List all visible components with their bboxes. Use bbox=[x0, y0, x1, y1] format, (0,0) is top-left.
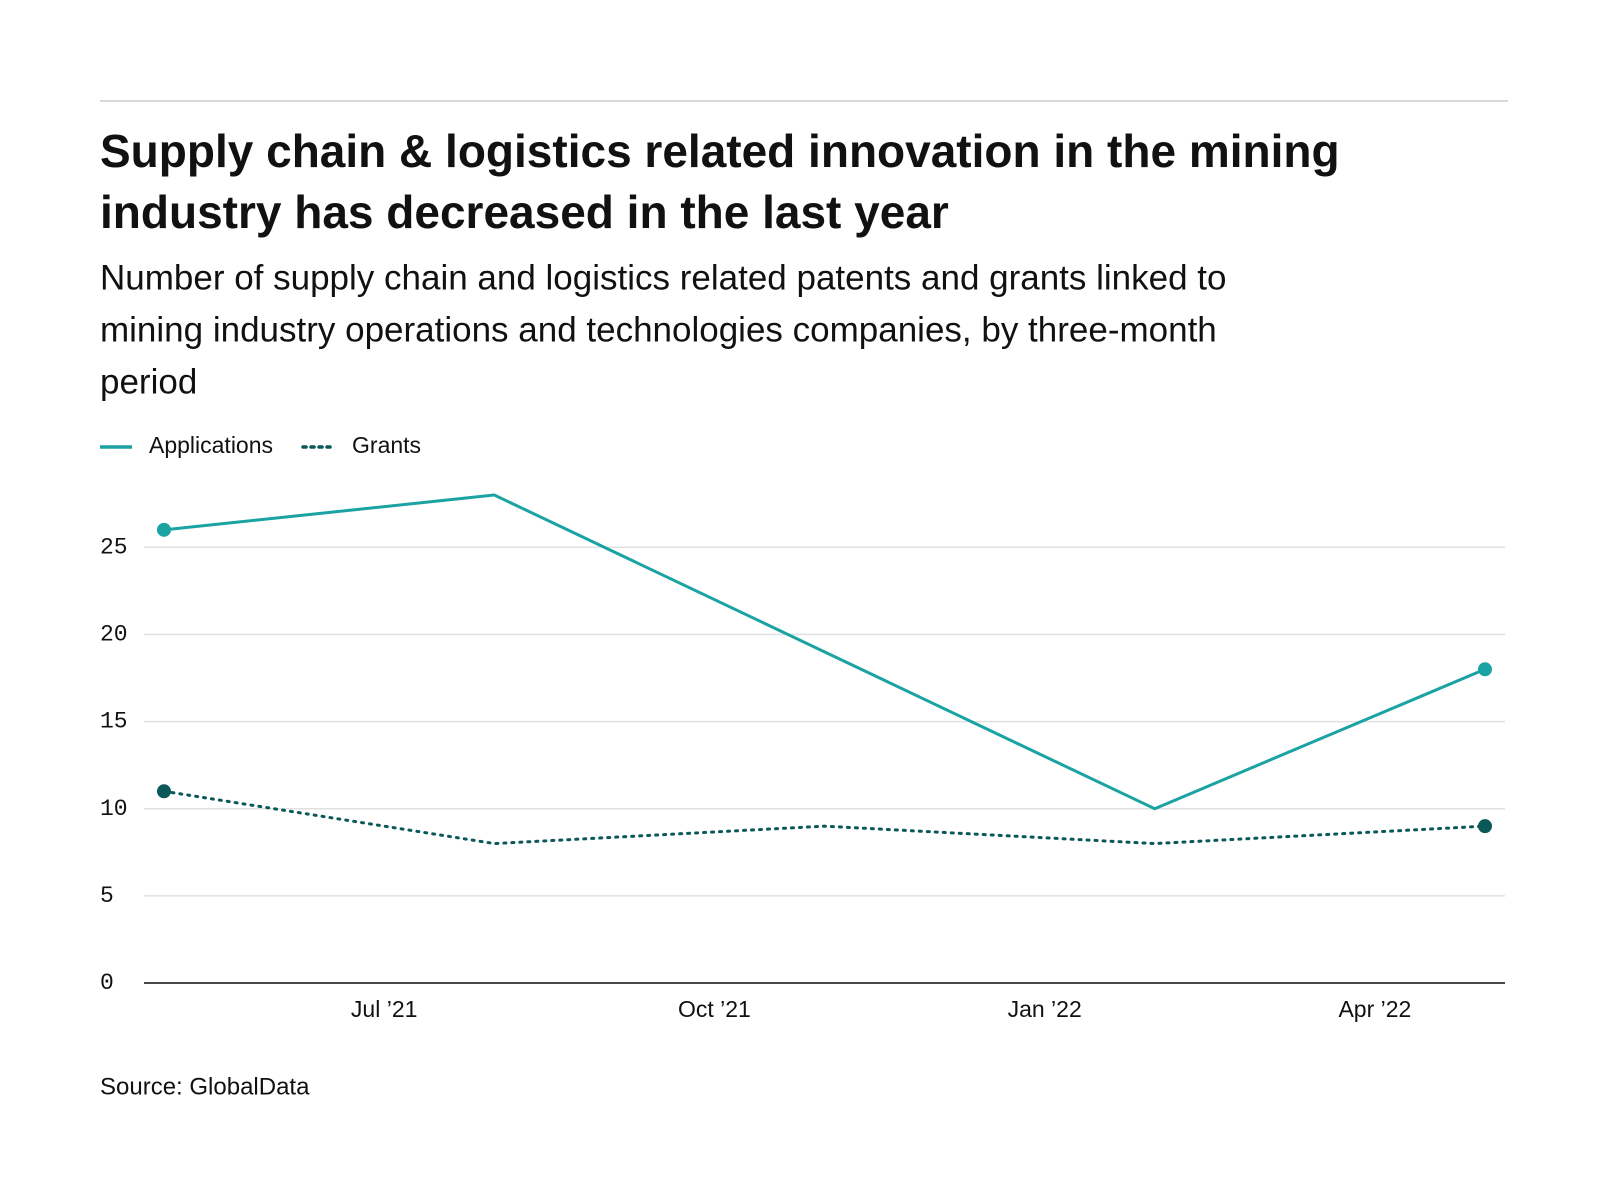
end-marker bbox=[1478, 662, 1492, 677]
end-marker bbox=[157, 784, 171, 799]
x-tick-label: Apr ’22 bbox=[1338, 996, 1411, 1022]
legend-label: Grants bbox=[352, 432, 421, 458]
y-tick-label: 20 bbox=[100, 622, 128, 648]
y-tick-label: 10 bbox=[100, 796, 128, 822]
x-tick-label: Jul ’21 bbox=[351, 996, 417, 1022]
end-marker bbox=[1478, 819, 1492, 834]
x-tick-label: Oct ’21 bbox=[678, 996, 751, 1022]
chart-subtitle: Number of supply chain and logistics rel… bbox=[100, 258, 1227, 297]
legend-label: Applications bbox=[149, 432, 273, 458]
y-tick-label: 5 bbox=[100, 883, 114, 909]
chart-subtitle: mining industry operations and technolog… bbox=[100, 310, 1217, 349]
source: Source: GlobalData bbox=[100, 1073, 310, 1100]
x-tick-label: Jan ’22 bbox=[1008, 996, 1082, 1022]
chart-title: Supply chain & logistics related innovat… bbox=[100, 125, 1340, 177]
series-line bbox=[162, 493, 1487, 811]
y-tick-label: 0 bbox=[100, 970, 114, 996]
chart-subtitle: period bbox=[100, 362, 197, 401]
end-marker bbox=[157, 522, 171, 537]
y-tick-label: 15 bbox=[100, 709, 128, 735]
series-line bbox=[162, 789, 1487, 846]
y-tick-label: 25 bbox=[100, 534, 128, 560]
chart-title: industry has decreased in the last year bbox=[100, 186, 949, 238]
